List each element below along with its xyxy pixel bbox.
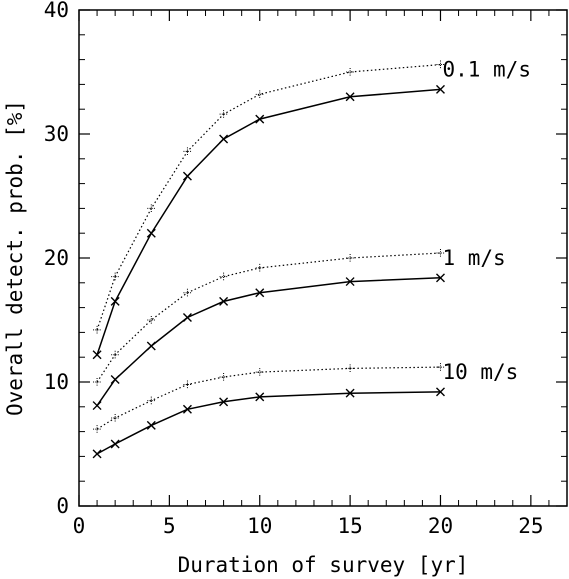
data-point bbox=[110, 375, 120, 385]
data-point bbox=[435, 84, 445, 94]
series-line bbox=[96, 88, 441, 355]
data-point bbox=[183, 380, 192, 389]
series-5 bbox=[93, 363, 445, 434]
data-point bbox=[110, 296, 120, 306]
data-point bbox=[93, 325, 102, 334]
data-point bbox=[436, 60, 445, 69]
series-line bbox=[96, 391, 441, 455]
data-point bbox=[111, 272, 120, 281]
data-point bbox=[346, 68, 355, 76]
series-3 bbox=[93, 249, 445, 386]
axis-ticks: 0 5 10 15 20 25 0 10 20 30 40 bbox=[44, 0, 567, 538]
series-labels: 0.1 m/s 1 m/s 10 m/s bbox=[442, 58, 531, 385]
data-point bbox=[255, 263, 264, 272]
x-tick-label: 10 bbox=[247, 514, 272, 538]
x-tick-label: 15 bbox=[337, 514, 362, 538]
series-1 bbox=[93, 60, 445, 334]
data-point bbox=[255, 114, 265, 124]
data-point bbox=[92, 449, 102, 459]
series-4 bbox=[92, 387, 445, 459]
y-tick-label: 40 bbox=[44, 0, 69, 22]
x-tick-label: 5 bbox=[163, 514, 176, 538]
series-0 bbox=[92, 84, 445, 360]
y-tick-label: 30 bbox=[44, 122, 69, 146]
data-point bbox=[146, 420, 156, 430]
data-point bbox=[346, 364, 355, 373]
series-line bbox=[96, 366, 441, 430]
data-point bbox=[255, 90, 264, 99]
y-tick-label: 0 bbox=[56, 494, 69, 518]
data-point bbox=[346, 254, 355, 262]
data-point bbox=[255, 368, 264, 377]
data-point bbox=[219, 272, 228, 281]
data-point bbox=[219, 134, 229, 144]
data-point bbox=[93, 425, 102, 434]
x-tick-label: 20 bbox=[428, 514, 453, 538]
data-point bbox=[146, 228, 156, 238]
data-point bbox=[345, 388, 355, 398]
series-annotation-label: 1 m/s bbox=[442, 246, 505, 270]
data-point bbox=[255, 288, 265, 298]
data-point bbox=[111, 413, 120, 422]
data-point bbox=[436, 249, 445, 258]
data-point bbox=[436, 363, 445, 372]
series-line bbox=[96, 252, 441, 383]
data-point bbox=[435, 387, 445, 397]
data-point bbox=[219, 397, 229, 407]
series-2 bbox=[92, 273, 445, 411]
series-line bbox=[96, 64, 441, 331]
data-point bbox=[182, 171, 192, 181]
data-point bbox=[182, 313, 192, 323]
data-point bbox=[147, 396, 156, 405]
x-axis-title: Duration of survey [yr] bbox=[178, 553, 469, 577]
data-point bbox=[147, 316, 156, 324]
series-annotation-label: 10 m/s bbox=[442, 360, 518, 384]
data-point bbox=[183, 288, 192, 297]
data-point bbox=[345, 92, 355, 102]
series-line bbox=[96, 277, 441, 407]
y-axis-title: Overall detect. prob. [%] bbox=[3, 100, 27, 416]
data-point bbox=[92, 401, 102, 411]
data-point bbox=[183, 147, 192, 156]
data-point bbox=[147, 204, 156, 213]
data-point bbox=[255, 392, 265, 402]
y-tick-label: 10 bbox=[44, 370, 69, 394]
data-point bbox=[182, 404, 192, 414]
data-point bbox=[92, 350, 102, 360]
data-point bbox=[345, 277, 355, 287]
series-group bbox=[92, 60, 445, 459]
x-tick-label: 25 bbox=[518, 514, 543, 538]
data-point bbox=[219, 296, 229, 306]
x-tick-label: 0 bbox=[73, 514, 86, 538]
data-point bbox=[435, 273, 445, 283]
series-annotation-label: 0.1 m/s bbox=[442, 58, 531, 82]
data-point bbox=[146, 341, 156, 351]
data-point bbox=[219, 373, 228, 382]
data-point bbox=[110, 439, 120, 449]
y-tick-label: 20 bbox=[44, 246, 69, 270]
data-point bbox=[219, 110, 228, 119]
data-point bbox=[93, 378, 102, 386]
data-point bbox=[111, 350, 120, 359]
